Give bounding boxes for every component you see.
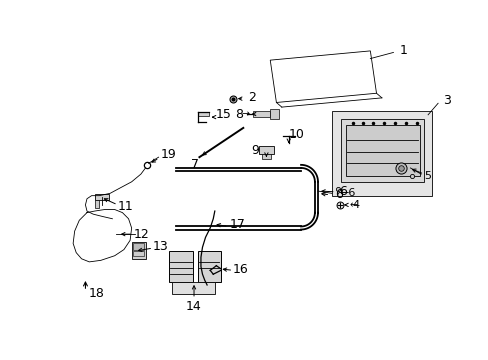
Bar bbox=[270, 109, 279, 119]
Bar bbox=[133, 243, 143, 249]
Bar bbox=[198, 251, 221, 282]
Bar bbox=[133, 251, 143, 256]
Text: 6: 6 bbox=[339, 185, 346, 198]
Text: 1: 1 bbox=[399, 44, 407, 57]
Text: 5: 5 bbox=[423, 171, 430, 181]
Text: 16: 16 bbox=[233, 263, 248, 276]
Bar bbox=[131, 242, 145, 259]
Text: 8: 8 bbox=[235, 108, 243, 121]
Text: 14: 14 bbox=[186, 300, 202, 313]
Bar bbox=[95, 194, 108, 200]
Text: ←: ← bbox=[348, 200, 357, 210]
Bar bbox=[168, 251, 193, 282]
Bar bbox=[258, 147, 274, 154]
Text: 3: 3 bbox=[443, 94, 450, 107]
Text: 15: 15 bbox=[216, 108, 231, 121]
Text: 18: 18 bbox=[89, 287, 105, 300]
Text: 11: 11 bbox=[118, 200, 133, 213]
Text: 19: 19 bbox=[161, 148, 176, 161]
Text: 7: 7 bbox=[190, 158, 199, 171]
Bar bbox=[172, 282, 214, 294]
Text: 13: 13 bbox=[153, 240, 168, 253]
Bar bbox=[345, 125, 419, 176]
Bar bbox=[253, 111, 270, 117]
Text: 9: 9 bbox=[251, 144, 259, 157]
Bar bbox=[95, 200, 99, 208]
Bar bbox=[198, 112, 208, 116]
Text: →: → bbox=[241, 109, 249, 119]
Bar bbox=[261, 154, 270, 159]
Text: 6: 6 bbox=[335, 188, 343, 201]
Text: ←6: ←6 bbox=[339, 188, 355, 198]
Bar bbox=[331, 111, 431, 195]
Text: 2: 2 bbox=[247, 91, 255, 104]
Text: 17: 17 bbox=[229, 219, 245, 231]
Bar bbox=[341, 119, 424, 182]
Text: 10: 10 bbox=[288, 127, 304, 140]
Text: 12: 12 bbox=[134, 228, 149, 240]
Text: 4: 4 bbox=[352, 200, 359, 210]
